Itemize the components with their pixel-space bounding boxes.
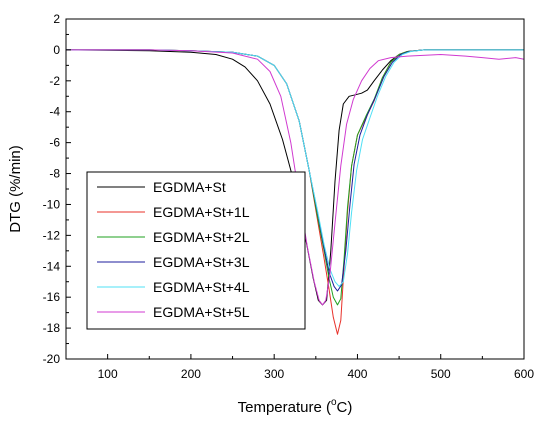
legend-label-2: EGDMA+St+2L	[153, 229, 250, 245]
x-axis-title-unit: C)	[337, 399, 353, 416]
y-tick-label: -14	[43, 259, 61, 273]
series-line-4	[66, 49, 524, 287]
y-tick-label: -18	[43, 321, 61, 335]
y-tick-label: -20	[43, 352, 61, 366]
series-layer	[65, 49, 525, 335]
x-tick-label: 200	[181, 367, 201, 381]
y-tick-label: -12	[43, 228, 61, 242]
y-tick-label: -6	[49, 136, 60, 150]
x-axis-title-degree: o	[331, 397, 337, 408]
y-tick-label: -10	[43, 197, 61, 211]
axis-ticks: 100 200 300 400 500 600 2 0 -2 -4 -6 -8 -10 -12 -14 -16…	[43, 12, 535, 381]
y-tick-label: -2	[49, 74, 60, 88]
x-axis-title: Temperature (oC)	[238, 397, 353, 416]
y-tick-label: 2	[53, 12, 60, 26]
y-tick-label: -8	[49, 167, 60, 181]
x-axis-title-text: Temperature (	[238, 399, 331, 416]
series-line-5	[66, 49, 525, 306]
y-axis-title: DTG (%/min)	[7, 145, 24, 233]
x-tick-label: 400	[347, 367, 367, 381]
y-tick-label: -4	[49, 105, 60, 119]
legend-label-3: EGDMA+St+3L	[153, 254, 250, 270]
y-tick-label: -16	[43, 290, 61, 304]
x-tick-label: 600	[514, 367, 534, 381]
x-tick-label: 100	[98, 367, 118, 381]
y-tick-label: 0	[53, 43, 60, 57]
legend-label-4: EGDMA+St+4L	[153, 279, 250, 295]
x-tick-label: 300	[264, 367, 284, 381]
legend-label-1: EGDMA+St+1L	[153, 204, 250, 220]
legend-box	[86, 171, 306, 330]
legend-label-5: EGDMA+St+5L	[153, 304, 250, 320]
x-tick-label: 500	[431, 367, 451, 381]
legend-label-0: EGDMA+St	[153, 179, 226, 195]
legend: EGDMA+St EGDMA+St+1L EGDMA+St+2L EGDMA+St+3…	[86, 171, 306, 330]
